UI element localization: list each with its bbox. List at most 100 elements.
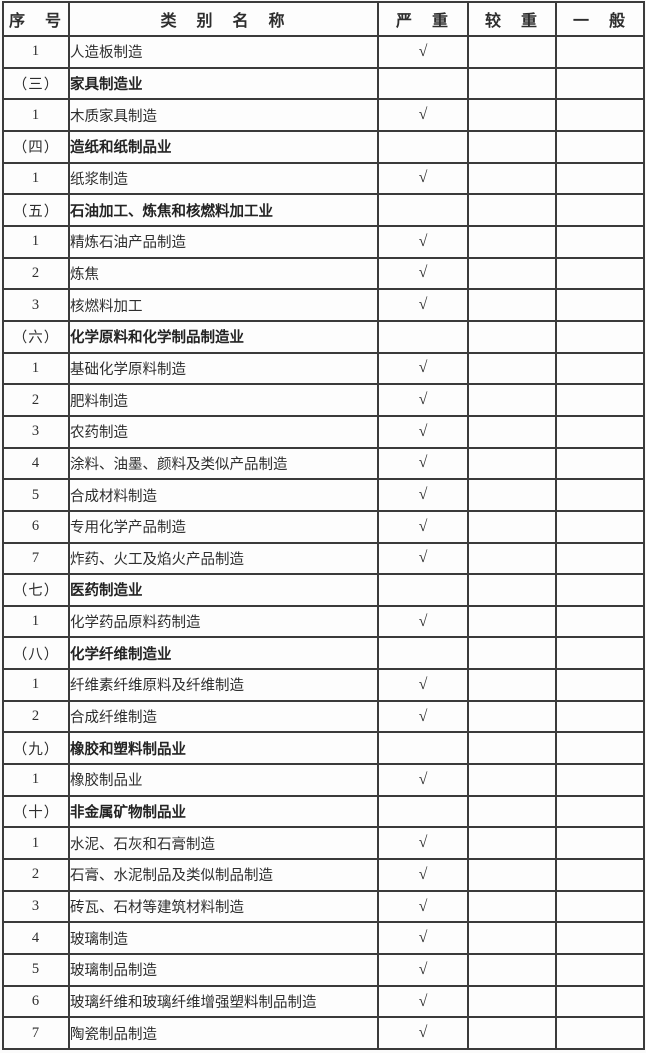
table-row: 7 陶瓷制品制造 √	[2, 1016, 645, 1050]
moderate-check-cell	[467, 889, 557, 924]
general-check-cell	[555, 953, 645, 987]
moderate-check-cell	[467, 921, 557, 956]
row-category-name: 化学纤维制造业	[68, 636, 379, 671]
severe-check-cell: √	[377, 98, 469, 132]
moderate-check-cell	[467, 509, 557, 544]
severe-check-cell	[377, 636, 469, 671]
severe-check-cell	[377, 794, 469, 829]
general-check-cell	[555, 256, 645, 291]
general-check-cell	[555, 288, 645, 322]
general-check-cell	[555, 731, 645, 766]
severe-check-cell: √	[377, 826, 469, 861]
row-category-name: 合成材料制造	[68, 478, 379, 512]
table-row: 1 精炼石油产品制造 √	[2, 224, 645, 259]
moderate-check-cell	[467, 636, 557, 671]
row-serial-number: 2	[2, 699, 70, 734]
row-category-name: 玻璃纤维和玻璃纤维增强塑料制品制造	[68, 984, 379, 1019]
table-row: 1 基础化学原料制造 √	[2, 351, 645, 386]
row-serial-number: 2	[2, 858, 70, 892]
moderate-check-cell	[467, 98, 557, 132]
row-serial-number: 1	[2, 763, 70, 797]
severe-check-cell: √	[377, 921, 469, 956]
general-check-cell	[555, 35, 645, 69]
table-row: 1 人造板制造 √	[2, 35, 645, 69]
moderate-check-cell	[467, 731, 557, 766]
column-header-general: 一 般	[555, 1, 645, 37]
severe-check-cell: √	[377, 161, 469, 196]
moderate-check-cell	[467, 668, 557, 702]
row-serial-number: 1	[2, 668, 70, 702]
general-check-cell	[555, 858, 645, 892]
table-row: （三） 家具制造业	[2, 66, 645, 101]
general-check-cell	[555, 351, 645, 386]
general-check-cell	[555, 668, 645, 702]
row-category-name: 精炼石油产品制造	[68, 224, 379, 259]
row-category-name: 合成纤维制造	[68, 699, 379, 734]
row-serial-number: 1	[2, 351, 70, 386]
general-check-cell	[555, 509, 645, 544]
row-category-name: 专用化学产品制造	[68, 509, 379, 544]
table-row: （七） 医药制造业	[2, 573, 645, 607]
general-check-cell	[555, 921, 645, 956]
general-check-cell	[555, 984, 645, 1019]
row-category-name: 纸浆制造	[68, 161, 379, 196]
row-serial-number: 5	[2, 953, 70, 987]
severe-check-cell: √	[377, 763, 469, 797]
severe-check-cell: √	[377, 1016, 469, 1050]
row-serial-number: （九）	[2, 731, 70, 766]
moderate-check-cell	[467, 699, 557, 734]
row-serial-number: 5	[2, 478, 70, 512]
row-category-name: 石膏、水泥制品及类似制品制造	[68, 858, 379, 892]
severe-check-cell	[377, 731, 469, 766]
moderate-check-cell	[467, 319, 557, 354]
table-row: 4 涂料、油墨、颜料及类似产品制造 √	[2, 446, 645, 481]
moderate-check-cell	[467, 66, 557, 101]
row-serial-number: 1	[2, 98, 70, 132]
header-row: 序 号 类 别 名 称 严 重 较 重 一 般	[2, 1, 645, 37]
row-serial-number: 2	[2, 383, 70, 417]
general-check-cell	[555, 446, 645, 481]
row-category-name: 人造板制造	[68, 35, 379, 69]
row-serial-number: 7	[2, 541, 70, 576]
general-check-cell	[555, 699, 645, 734]
moderate-check-cell	[467, 256, 557, 291]
row-category-name: 化学原料和化学制品制造业	[68, 319, 379, 354]
general-check-cell	[555, 161, 645, 196]
row-serial-number: （三）	[2, 66, 70, 101]
row-category-name: 涂料、油墨、颜料及类似产品制造	[68, 446, 379, 481]
general-check-cell	[555, 193, 645, 227]
row-serial-number: （六）	[2, 319, 70, 354]
row-category-name: 木质家具制造	[68, 98, 379, 132]
moderate-check-cell	[467, 794, 557, 829]
row-category-name: 水泥、石灰和石膏制造	[68, 826, 379, 861]
severe-check-cell: √	[377, 256, 469, 291]
general-check-cell	[555, 1016, 645, 1050]
table-body: 1 人造板制造 √ （三） 家具制造业 1 木质家具制造 √ （四） 造纸和纸制…	[2, 35, 645, 1050]
table-row: （六） 化学原料和化学制品制造业	[2, 319, 645, 354]
row-category-name: 非金属矿物制品业	[68, 794, 379, 829]
row-serial-number: 4	[2, 921, 70, 956]
row-category-name: 医药制造业	[68, 573, 379, 607]
moderate-check-cell	[467, 351, 557, 386]
moderate-check-cell	[467, 573, 557, 607]
row-serial-number: （十）	[2, 794, 70, 829]
moderate-check-cell	[467, 826, 557, 861]
general-check-cell	[555, 826, 645, 861]
moderate-check-cell	[467, 446, 557, 481]
severe-check-cell	[377, 129, 469, 164]
severe-check-cell: √	[377, 699, 469, 734]
moderate-check-cell	[467, 224, 557, 259]
general-check-cell	[555, 636, 645, 671]
moderate-check-cell	[467, 288, 557, 322]
row-category-name: 农药制造	[68, 414, 379, 449]
table-row: 6 专用化学产品制造 √	[2, 509, 645, 544]
row-serial-number: 6	[2, 984, 70, 1019]
table-row: （九） 橡胶和塑料制品业	[2, 731, 645, 766]
moderate-check-cell	[467, 193, 557, 227]
moderate-check-cell	[467, 35, 557, 69]
table-row: 5 合成材料制造 √	[2, 478, 645, 512]
row-category-name: 基础化学原料制造	[68, 351, 379, 386]
table-row: 5 玻璃制品制造 √	[2, 953, 645, 987]
moderate-check-cell	[467, 541, 557, 576]
